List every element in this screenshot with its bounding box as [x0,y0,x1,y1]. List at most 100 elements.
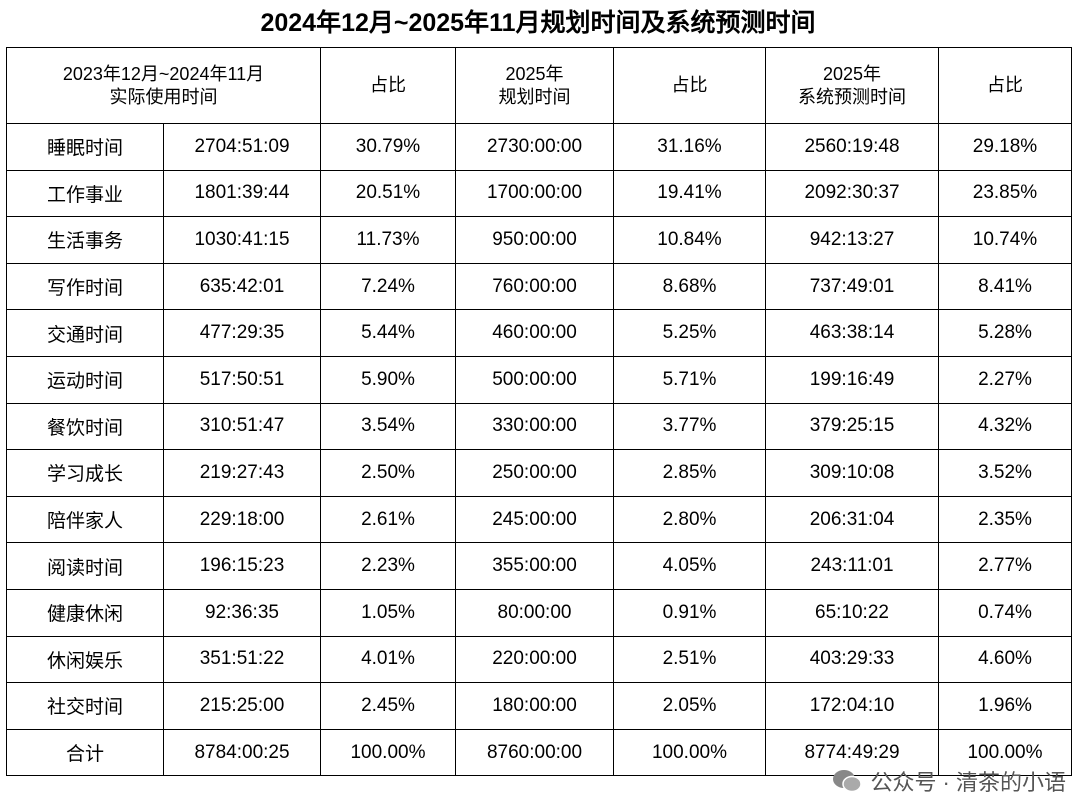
cell: 5.71% [613,355,766,404]
cell: 11.73% [320,216,456,264]
cell: 1801:39:44 [163,169,321,218]
cell: 2092:30:37 [765,169,939,218]
cell: 245:00:00 [455,495,614,544]
header-line: 实际使用时间 [109,86,218,107]
row-label: 生活事务 [6,216,164,264]
cell: 2.61% [320,495,456,544]
cell: 2.05% [613,682,766,730]
header-cell: 2025年 系统预测时间 [765,47,939,124]
cell: 8760:00:00 [455,728,614,777]
cell: 2.85% [613,449,766,497]
cell: 310:51:47 [163,402,321,451]
cell: 31.16% [613,123,766,171]
cell: 92:36:35 [163,588,321,637]
cell: 351:51:22 [163,635,321,684]
cell: 737:49:01 [765,262,939,311]
cell: 950:00:00 [455,216,614,264]
cell: 379:25:15 [765,402,939,451]
cell: 942:13:27 [765,216,939,264]
table-row: 阅读时间 196:15:23 2.23% 355:00:00 4.05% 243:11:0… [6,542,1072,590]
table-row: 休闲娱乐 351:51:22 4.01% 220:00:00 2.51% 403:29:3… [6,635,1072,684]
row-label: 学习成长 [6,449,164,497]
header-cell: 2025年 规划时间 [455,47,614,124]
cell: 229:18:00 [163,495,321,544]
row-label: 健康休闲 [6,588,164,637]
table-row: 社交时间 215:25:00 2.45% 180:00:00 2.05% 172:04:1… [6,682,1072,730]
wechat-icon [833,770,863,793]
time-table: 2023年12月~2024年11月 实际使用时间 占比 2025年 规划时间 占比 2025… [6,47,1072,777]
cell: 8784:00:25 [163,728,321,777]
cell: 4.60% [938,635,1072,684]
cell: 19.41% [613,169,766,218]
table-row: 工作事业 1801:39:44 20.51% 1700:00:00 19.41% 2092… [6,169,1072,218]
cell: 2.27% [938,355,1072,404]
cell: 3.54% [320,402,456,451]
watermark: 公众号 · 清茶的小语 [832,765,1066,797]
cell: 0.74% [938,588,1072,637]
header-line: 2023年12月~2024年11月 [62,63,265,84]
cell: 2560:19:48 [765,123,939,171]
cell: 330:00:00 [455,402,614,451]
cell: 180:00:00 [455,682,614,730]
cell: 2.23% [320,542,456,590]
row-label: 陪伴家人 [6,495,164,544]
table-row: 合计 8784:00:25 100.00% 8760:00:00 100.00% 8774… [6,728,1072,777]
cell: 100.00% [613,728,766,777]
header-row: 2023年12月~2024年11月 实际使用时间 占比 2025年 规划时间 占比 2025… [6,47,1072,124]
header-line: 2025年 [505,63,564,84]
cell: 355:00:00 [455,542,614,590]
cell: 8.41% [938,262,1072,311]
cell: 0.91% [613,588,766,637]
cell: 215:25:00 [163,682,321,730]
table-row: 学习成长 219:27:43 2.50% 250:00:00 2.85% 309:10:0… [6,449,1072,497]
table-row: 餐饮时间 310:51:47 3.54% 330:00:00 3.77% 379:25:1… [6,402,1072,451]
cell: 403:29:33 [765,635,939,684]
header-cell: 占比 [613,47,766,124]
row-label: 写作时间 [6,262,164,311]
cell: 5.25% [613,309,766,357]
cell: 460:00:00 [455,309,614,357]
cell: 196:15:23 [163,542,321,590]
cell: 1.05% [320,588,456,637]
cell: 23.85% [938,169,1072,218]
table-row: 写作时间 635:42:01 7.24% 760:00:00 8.68% 737:49:0… [6,262,1072,311]
header-cell: 占比 [320,47,456,124]
row-label: 休闲娱乐 [6,635,164,684]
cell: 2.80% [613,495,766,544]
table-row: 睡眠时间 2704:51:09 30.79% 2730:00:00 31.16% 2560… [6,123,1072,171]
header-line: 占比 [671,75,708,95]
header-line: 占比 [370,75,406,95]
cell: 3.77% [613,402,766,451]
row-label: 合计 [6,728,164,777]
row-label: 睡眠时间 [6,123,164,171]
cell: 2.35% [938,495,1072,544]
cell: 635:42:01 [163,262,321,311]
cell: 20.51% [320,169,456,218]
table-row: 运动时间 517:50:51 5.90% 500:00:00 5.71% 199:16:4… [6,355,1072,404]
cell: 2.50% [320,449,456,497]
cell: 220:00:00 [455,635,614,684]
cell: 4.32% [938,402,1072,451]
cell: 463:38:14 [765,309,939,357]
cell: 172:04:10 [765,682,939,730]
cell: 206:31:04 [765,495,939,544]
cell: 250:00:00 [455,449,614,497]
header-cell: 占比 [938,47,1072,124]
cell: 30.79% [320,123,456,171]
cell: 100.00% [320,728,456,777]
cell: 2.77% [938,542,1072,590]
cell: 4.01% [320,635,456,684]
cell: 2.45% [320,682,456,730]
cell: 4.05% [613,542,766,590]
cell: 29.18% [938,123,1072,171]
cell: 100.00% [938,728,1072,777]
cell: 760:00:00 [455,262,614,311]
cell: 309:10:08 [765,449,939,497]
cell: 80:00:00 [455,588,614,637]
cell: 10.84% [613,216,766,264]
table-body: 睡眠时间 2704:51:09 30.79% 2730:00:00 31.16% 2560… [6,123,1072,777]
row-label: 工作事业 [6,169,164,218]
header-line: 系统预测时间 [798,86,906,107]
header-line: 规划时间 [498,86,571,107]
cell: 65:10:22 [765,588,939,637]
